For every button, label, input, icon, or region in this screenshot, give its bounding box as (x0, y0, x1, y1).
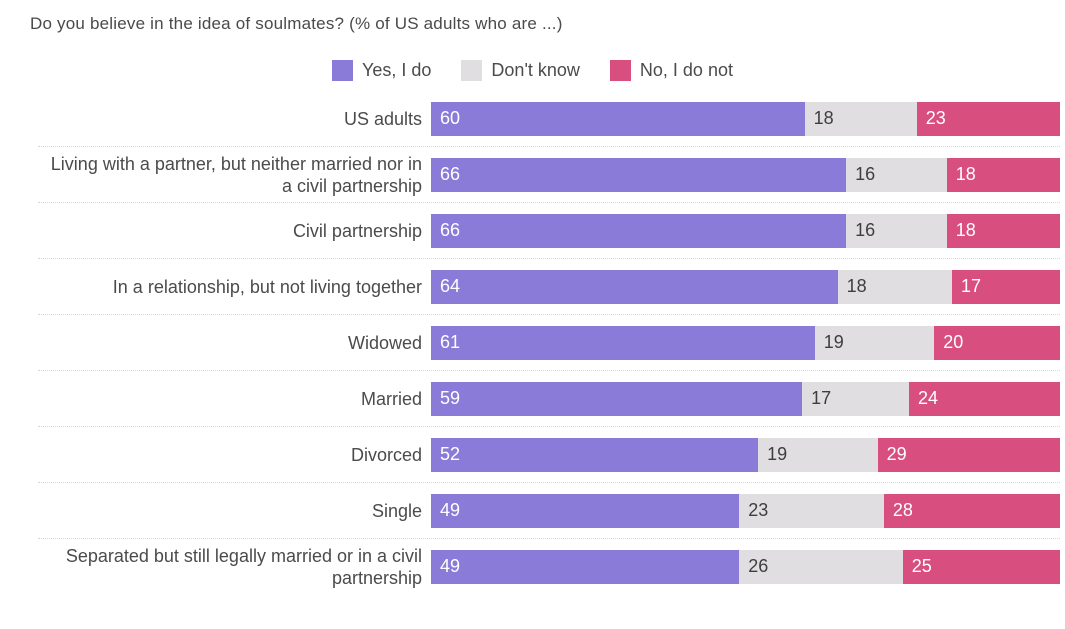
chart-row-married: Married 59 17 24 (38, 371, 1060, 427)
legend-label: No, I do not (639, 60, 733, 80)
bar-segment-yes-i-do: 66 (431, 157, 847, 192)
bar-segment-no-i-do-not: 24 (909, 381, 1060, 416)
bar-segment-don-t-know: 19 (814, 325, 935, 360)
bar-segment-don-t-know: 26 (739, 549, 903, 584)
bar-segment-no-i-do-not: 29 (877, 437, 1060, 472)
legend-label: Yes, I do (362, 60, 432, 80)
bar-segment-no-i-do-not: 18 (946, 213, 1060, 248)
chart-row-us-adults: US adults 60 18 23 (38, 91, 1060, 147)
bar-segment-yes-i-do: 59 (431, 381, 803, 416)
bar-segment-don-t-know: 16 (846, 213, 947, 248)
row-label: Single (371, 500, 422, 521)
bar-segment-no-i-do-not: 28 (883, 493, 1060, 528)
legend-swatch-no-i-do-not (609, 60, 631, 81)
chart-row-separated-but-still-legally-married-or-in-a-civil-partnership: Separated but still legally married or i… (38, 539, 1060, 594)
bar-segment-yes-i-do: 61 (431, 325, 815, 360)
legend-item-yes-i-do: Yes, I do (332, 60, 431, 81)
stacked-bar: 49 23 28 (431, 493, 1060, 528)
legend-swatch-yes-i-do (332, 60, 354, 81)
row-label: Widowed (347, 332, 422, 353)
legend-label: Don't know (491, 60, 580, 80)
bar-segment-don-t-know: 23 (739, 493, 884, 528)
legend: Yes, I do Don't know No, I do not (0, 60, 1065, 81)
chart-row-divorced: Divorced 52 19 29 (38, 427, 1060, 483)
row-label: Separated but still legally married or i… (65, 545, 422, 588)
row-label: US adults (343, 108, 422, 129)
bar-segment-don-t-know: 19 (758, 437, 878, 472)
stacked-bar: 49 26 25 (431, 549, 1060, 584)
chart-title: Do you believe in the idea of soulmates?… (30, 14, 563, 33)
bar-segment-no-i-do-not: 20 (934, 325, 1060, 360)
row-label: Married (360, 388, 422, 409)
row-label: Divorced (350, 444, 422, 465)
bar-segment-no-i-do-not: 23 (916, 101, 1060, 136)
stacked-bar: 64 18 17 (431, 269, 1060, 304)
stacked-bar: 52 19 29 (431, 437, 1060, 472)
bar-segment-don-t-know: 18 (837, 269, 952, 304)
legend-item-don-t-know: Don't know (461, 60, 580, 81)
bar-segment-yes-i-do: 64 (431, 269, 838, 304)
row-label: In a relationship, but not living togeth… (112, 276, 422, 297)
chart-row-single: Single 49 23 28 (38, 483, 1060, 539)
chart-row-in-a-relationship-but-not-living-together: In a relationship, but not living togeth… (38, 259, 1060, 315)
chart-row-widowed: Widowed 61 19 20 (38, 315, 1060, 371)
chart-row-civil-partnership: Civil partnership 66 16 18 (38, 203, 1060, 259)
chart-row-living-with-a-partner-but-neither-married-nor-in-a-civil-partnership: Living with a partner, but neither marri… (38, 147, 1060, 203)
bar-segment-don-t-know: 17 (802, 381, 910, 416)
legend-item-no-i-do-not: No, I do not (609, 60, 733, 81)
bar-segment-no-i-do-not: 17 (951, 269, 1060, 304)
bar-segment-no-i-do-not: 18 (946, 157, 1060, 192)
stacked-bar: 59 17 24 (431, 381, 1060, 416)
bar-segment-no-i-do-not: 25 (902, 549, 1060, 584)
row-label: Civil partnership (292, 220, 422, 241)
stacked-bar: 66 16 18 (431, 157, 1060, 192)
bar-segment-yes-i-do: 52 (431, 437, 759, 472)
chart-container: Do you believe in the idea of soulmates?… (0, 14, 1065, 594)
bar-segment-don-t-know: 16 (846, 157, 947, 192)
bar-segment-yes-i-do: 60 (431, 101, 805, 136)
stacked-bar: 61 19 20 (431, 325, 1060, 360)
bar-segment-yes-i-do: 49 (431, 549, 740, 584)
stacked-bar: 60 18 23 (431, 101, 1060, 136)
stacked-bar-chart: US adults 60 18 23 Living with a partner, bu… (38, 91, 1060, 594)
stacked-bar: 66 16 18 (431, 213, 1060, 248)
legend-swatch-don-t-know (461, 60, 483, 81)
bar-segment-yes-i-do: 66 (431, 213, 847, 248)
row-label: Living with a partner, but neither marri… (50, 153, 422, 196)
bar-segment-don-t-know: 18 (804, 101, 917, 136)
bar-segment-yes-i-do: 49 (431, 493, 740, 528)
